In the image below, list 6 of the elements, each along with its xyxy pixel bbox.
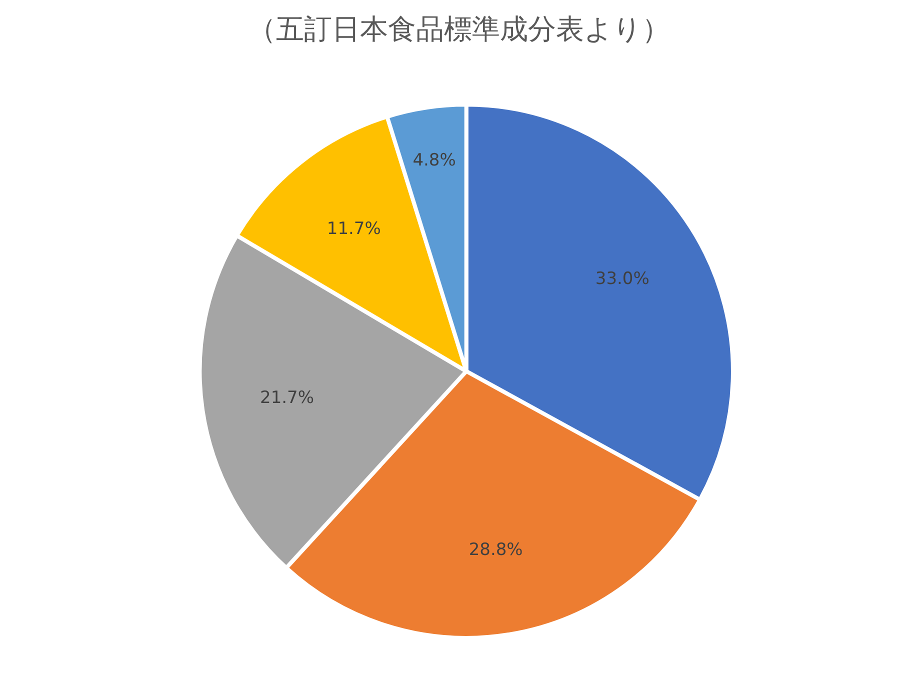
chart-title: （五訂日本食品標準成分表より） bbox=[248, 12, 670, 46]
data-label: 33.0% bbox=[595, 268, 650, 289]
data-label: 28.8% bbox=[468, 540, 523, 560]
data-label: 11.7% bbox=[326, 219, 381, 240]
data-label: 4.8% bbox=[412, 150, 456, 170]
data-label: 21.7% bbox=[260, 388, 314, 408]
